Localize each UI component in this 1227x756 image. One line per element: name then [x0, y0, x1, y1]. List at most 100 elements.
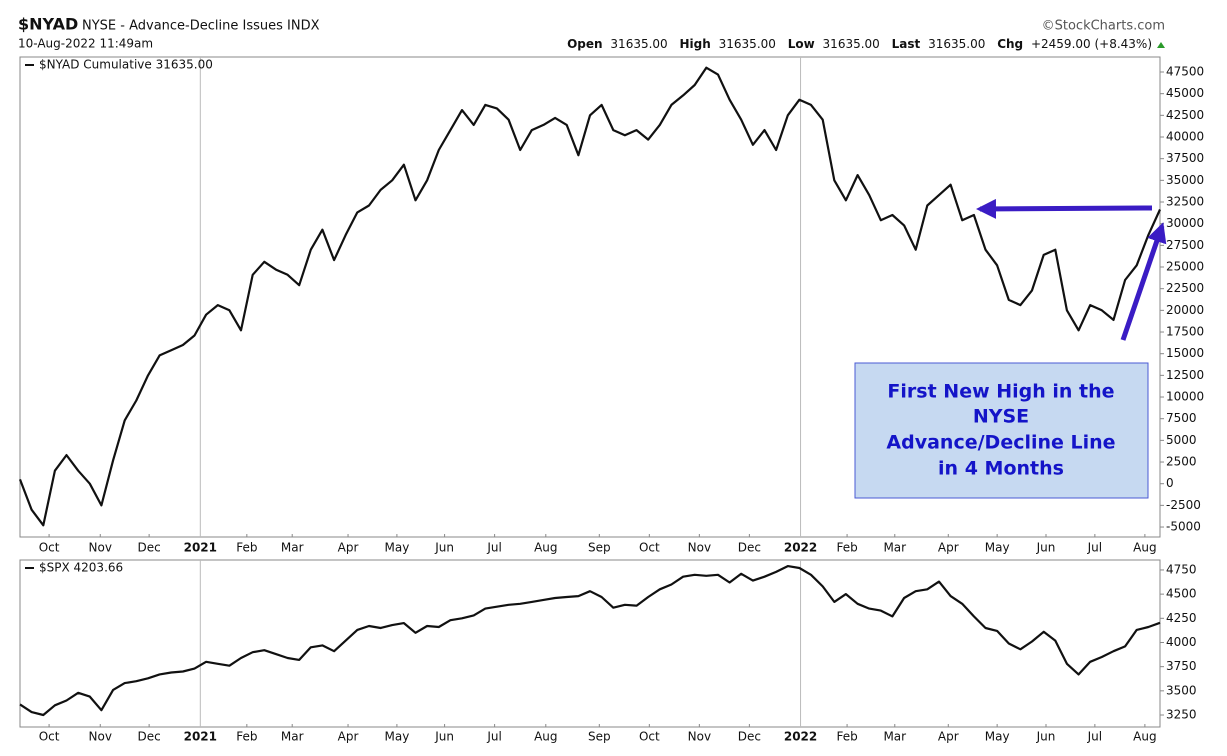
x-tick-label: 2022 — [784, 541, 817, 555]
x-tick-label: Feb — [236, 730, 257, 744]
quote-value: 31635.00 — [610, 37, 667, 51]
x-tick-label: Feb — [836, 730, 857, 744]
y-tick-label: 4250 — [1166, 611, 1197, 625]
annotation-text: NYSE — [973, 406, 1029, 428]
x-tick-label: Dec — [138, 541, 161, 555]
y-tick-label: 27500 — [1166, 238, 1204, 252]
quote-value: 31635.00 — [823, 37, 880, 51]
x-tick-label: Apr — [938, 541, 959, 555]
y-tick-label: 25000 — [1166, 260, 1204, 274]
x-tick-label: Mar — [281, 730, 304, 744]
y-tick-label: 4000 — [1166, 635, 1197, 649]
x-tick-label: Feb — [236, 541, 257, 555]
quote-label: High — [680, 37, 711, 51]
quote-label: Open — [567, 37, 602, 51]
quote-label: Chg — [997, 37, 1023, 51]
y-tick-label: 3250 — [1166, 708, 1197, 722]
y-tick-label: 20000 — [1166, 303, 1204, 317]
x-tick-label: 2021 — [184, 730, 217, 744]
quote-label: Low — [788, 37, 815, 51]
x-tick-label: Nov — [688, 730, 711, 744]
arrow — [1120, 222, 1167, 341]
x-tick-label: Dec — [738, 730, 761, 744]
quote-value: 31635.00 — [719, 37, 776, 51]
x-tick-label: Apr — [938, 730, 959, 744]
x-tick-label: 2022 — [784, 730, 817, 744]
series-line — [18, 66, 1162, 527]
plot-area — [19, 559, 1161, 728]
annotation-box — [854, 362, 1149, 499]
x-tick-label: Oct — [639, 730, 660, 744]
x-tick-label: Jul — [1087, 730, 1102, 744]
x-tick-label: Mar — [883, 541, 906, 555]
x-tick-label: Mar — [281, 541, 304, 555]
arrow — [976, 198, 1153, 219]
x-tick-label: Jun — [434, 730, 454, 744]
x-tick-label: Oct — [639, 541, 660, 555]
legend-label: $SPX 4203.66 — [39, 561, 123, 575]
y-tick-label: 32500 — [1166, 195, 1204, 209]
y-tick-label: 30000 — [1166, 216, 1204, 230]
x-tick-label: Aug — [1133, 730, 1156, 744]
y-tick-label: 37500 — [1166, 151, 1204, 165]
legend-label: $NYAD Cumulative 31635.00 — [39, 58, 213, 72]
symbol: $NYAD — [18, 15, 78, 34]
x-tick-label: May — [384, 730, 409, 744]
x-tick-label: Apr — [338, 730, 359, 744]
x-tick-label: Oct — [39, 730, 60, 744]
y-tick-label: -2500 — [1166, 498, 1201, 512]
annotation-text: First New High in the — [887, 381, 1114, 403]
x-tick-label: Nov — [688, 541, 711, 555]
x-tick-label: Jul — [486, 541, 501, 555]
x-tick-label: Jun — [434, 541, 454, 555]
date: 10-Aug-2022 11:49am — [18, 37, 153, 51]
description: NYSE - Advance-Decline Issues INDX — [82, 19, 320, 34]
y-tick-label: 12500 — [1166, 368, 1204, 382]
y-tick-label: 2500 — [1166, 455, 1197, 469]
quote-value: 31635.00 — [928, 37, 985, 51]
x-tick-label: Aug — [534, 541, 557, 555]
y-tick-label: 4500 — [1166, 587, 1197, 601]
x-tick-label: Sep — [588, 730, 611, 744]
x-tick-label: Dec — [138, 730, 161, 744]
y-tick-label: 40000 — [1166, 130, 1204, 144]
quote-value: +2459.00 (+8.43%) — [1031, 37, 1152, 51]
y-tick-label: -5000 — [1166, 520, 1201, 534]
x-tick-label: Nov — [89, 730, 112, 744]
annotation-text: Advance/Decline Line — [886, 432, 1115, 454]
y-tick-label: 3500 — [1166, 683, 1197, 697]
x-tick-label: Apr — [338, 541, 359, 555]
y-tick-label: 3750 — [1166, 659, 1197, 673]
y-tick-label: 45000 — [1166, 86, 1204, 100]
y-tick-label: 22500 — [1166, 281, 1204, 295]
series-line — [19, 565, 1161, 717]
x-tick-label: Jul — [1087, 541, 1102, 555]
y-tick-label: 17500 — [1166, 325, 1204, 339]
x-tick-label: 2021 — [184, 541, 217, 555]
x-tick-label: Feb — [836, 541, 857, 555]
x-tick-label: May — [384, 541, 409, 555]
y-tick-label: 47500 — [1166, 64, 1204, 78]
x-tick-label: Dec — [738, 541, 761, 555]
x-tick-label: Jul — [486, 730, 501, 744]
x-tick-label: Mar — [883, 730, 906, 744]
x-tick-label: Nov — [89, 541, 112, 555]
x-tick-label: Sep — [588, 541, 611, 555]
annotation-text: in 4 Months — [938, 458, 1064, 480]
x-tick-label: May — [985, 541, 1010, 555]
quote: Open 31635.00 High 31635.00 Low 31635.00… — [567, 37, 1152, 51]
y-tick-label: 7500 — [1166, 411, 1197, 425]
up-indicator — [1157, 42, 1165, 48]
x-tick-label: Aug — [534, 730, 557, 744]
y-tick-label: 5000 — [1166, 433, 1197, 447]
y-tick-label: 0 — [1166, 476, 1174, 490]
x-tick-label: Jun — [1036, 730, 1056, 744]
x-tick-label: May — [985, 730, 1010, 744]
x-tick-label: Oct — [39, 541, 60, 555]
y-tick-label: 35000 — [1166, 173, 1204, 187]
quote-label: Last — [892, 37, 921, 51]
x-tick-label: Jun — [1036, 541, 1056, 555]
y-tick-label: 10000 — [1166, 390, 1204, 404]
source: ©StockCharts.com — [1042, 19, 1165, 34]
